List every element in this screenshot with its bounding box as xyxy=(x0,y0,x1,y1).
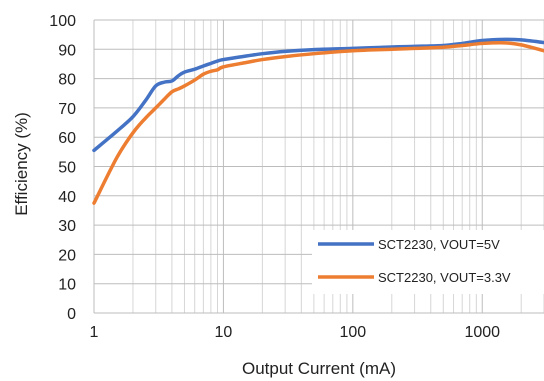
series-line-3v3 xyxy=(92,41,544,205)
y-tick-label: 70 xyxy=(58,101,76,118)
x-tick-labels: 1 10 100 1000 xyxy=(90,324,501,341)
x-tick-label: 1000 xyxy=(464,324,500,341)
y-tick-label: 100 xyxy=(49,13,76,30)
y-tick-label: 10 xyxy=(58,277,76,294)
x-tick-label: 10 xyxy=(215,324,233,341)
x-tick-label: 100 xyxy=(339,324,366,341)
x-axis-title: Output Current (mA) xyxy=(242,359,396,378)
legend: SCT2230, VOUT=5V SCT2230, VOUT=3.3V xyxy=(312,230,544,294)
y-tick-label: 20 xyxy=(58,247,76,264)
y-tick-label: 0 xyxy=(67,306,76,323)
y-tick-label: 50 xyxy=(58,160,76,177)
series-layer xyxy=(92,37,544,205)
y-tick-label: 30 xyxy=(58,218,76,235)
y-tick-label: 60 xyxy=(58,130,76,147)
legend-label-3v3: SCT2230, VOUT=3.3V xyxy=(378,270,511,285)
x-tick-label: 1 xyxy=(90,324,99,341)
legend-label-5v: SCT2230, VOUT=5V xyxy=(378,237,500,252)
y-tick-label: 40 xyxy=(58,189,76,206)
legend-box xyxy=(312,230,544,294)
series-line-5v xyxy=(92,37,544,153)
y-axis-title: Efficiency (%) xyxy=(12,112,31,216)
y-tick-label: 90 xyxy=(58,42,76,59)
y-tick-labels: 0 10 20 30 40 50 60 70 80 90 100 xyxy=(49,13,76,323)
y-tick-label: 80 xyxy=(58,72,76,89)
